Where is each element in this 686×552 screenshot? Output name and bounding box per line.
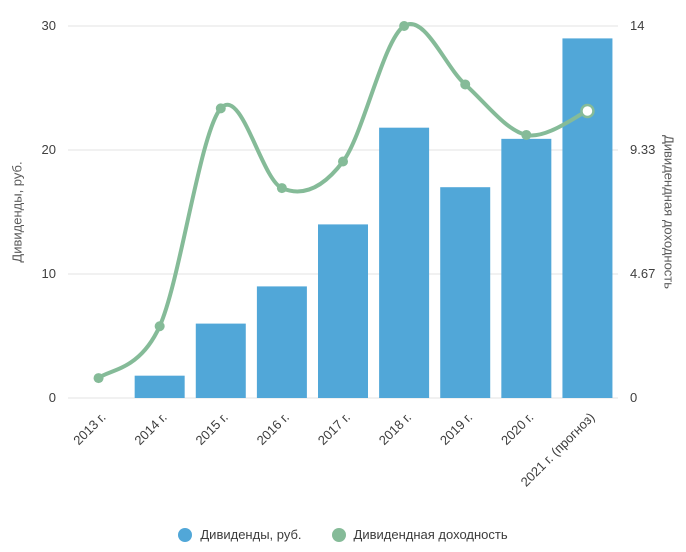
bar-6[interactable] [440,187,491,398]
x-axis-category-label: 2014 г. [131,410,169,448]
bar-1[interactable] [134,375,185,398]
left-axis-tick-label: 0 [49,390,56,405]
line-point-6[interactable] [460,79,471,90]
left-axis-title: Дивиденды, руб. [9,161,25,263]
left-axis-tick-label: 30 [42,18,56,33]
right-axis-tick-label: 14 [630,18,644,33]
x-axis-category-label: 2019 г. [437,410,475,448]
bar-5[interactable] [379,127,430,399]
right-axis-tick-label: 0 [630,390,637,405]
legend-label-dividends: Дивиденды, руб. [200,527,302,542]
left-axis-tick-label: 10 [42,266,56,281]
line-point-5[interactable] [399,21,410,31]
x-axis-category-label: 2017 г. [315,410,353,448]
right-axis-tick-label: 9.33 [630,142,655,157]
legend-item-dividends: Дивиденды, руб. [178,527,302,542]
x-axis-category-label: 2018 г. [376,410,414,448]
bar-3[interactable] [256,286,307,398]
x-axis-category-label: 2016 г. [254,410,292,448]
line-point-1[interactable] [154,321,165,332]
line-point-3[interactable] [276,183,287,194]
legend-item-yield: Дивидендная доходность [331,527,508,542]
chart-legend: Дивиденды, руб. Дивидендная доходность [0,527,686,542]
right-axis-title: Дивидендная доходность [661,134,677,290]
legend-swatch-dividends-icon [178,527,193,542]
bar-8[interactable] [562,38,613,399]
legend-swatch-yield-icon [331,527,346,542]
bar-2[interactable] [195,323,246,398]
left-axis-tick-label: 20 [42,142,56,157]
bar-4[interactable] [318,224,368,398]
line-path [96,22,590,381]
line-point-2[interactable] [215,103,226,114]
chart-plot-area: 0 0 10 4.67 20 9.33 30 14 2013 г. 2014 г. 2015 г. 2… [42,18,656,489]
bar-7[interactable] [501,138,552,398]
x-axis-category-label: 2013 г. [70,410,108,448]
x-axis-category-label: 2020 г. [498,410,536,448]
line-point-7[interactable] [521,129,532,140]
line-point-0[interactable] [93,373,104,384]
x-axis-category-label: 2015 г. [192,410,230,448]
line-point-8[interactable] [580,103,595,119]
line-point-4[interactable] [338,156,348,167]
legend-label-yield: Дивидендная доходность [353,527,508,542]
right-axis-tick-label: 4.67 [630,266,655,281]
